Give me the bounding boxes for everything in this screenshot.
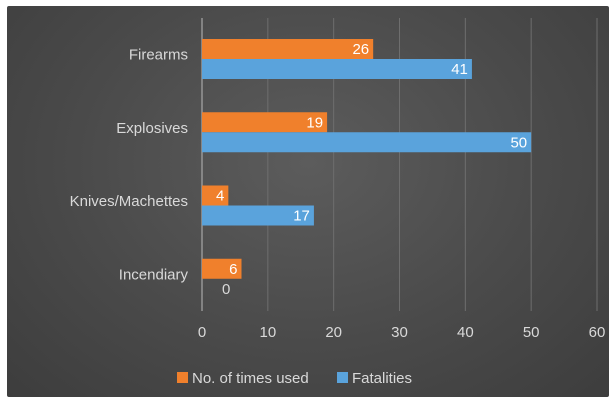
bar-times-used [202,39,374,59]
x-tick-label: 30 [391,324,408,341]
legend: No. of times used Fatalities [177,370,412,387]
x-tick-label: 10 [259,324,276,341]
category-label: Explosives [116,120,188,137]
category-label: Firearms [129,47,188,64]
data-label: 41 [451,61,468,78]
bars: 26 41 19 50 4 17 6 0 [202,39,532,298]
category-labels: Firearms Explosives Knives/Machettes Incend… [70,47,189,284]
legend-swatch [337,372,348,383]
data-label: 0 [222,281,230,298]
bar-times-used [202,112,328,133]
data-label: 50 [510,134,527,151]
data-label: 4 [216,188,224,205]
x-tick-labels: 0 10 20 30 40 50 60 [198,324,606,341]
data-label: 17 [293,208,310,225]
data-label: 6 [229,261,237,278]
x-tick-label: 20 [325,324,342,341]
bar-times-used [202,185,229,206]
x-tick-label: 50 [523,324,540,341]
category-label: Incendiary [119,266,189,283]
legend-label: No. of times used [192,370,309,387]
bar-fatalities [202,205,314,226]
x-tick-label: 40 [457,324,474,341]
bar-chart: Firearms Explosives Knives/Machettes Incend… [70,18,606,387]
x-tick-label: 0 [198,324,206,341]
chart-area: Firearms Explosives Knives/Machettes Incend… [7,6,609,397]
bar-fatalities [202,132,532,153]
data-label: 26 [352,41,369,58]
data-label: 19 [306,114,323,131]
legend-swatch [177,372,188,383]
bar-times-used [202,258,242,279]
x-tick-label: 60 [589,324,606,341]
bar-fatalities [202,59,472,79]
legend-label: Fatalities [352,370,412,387]
category-label: Knives/Machettes [70,193,188,210]
